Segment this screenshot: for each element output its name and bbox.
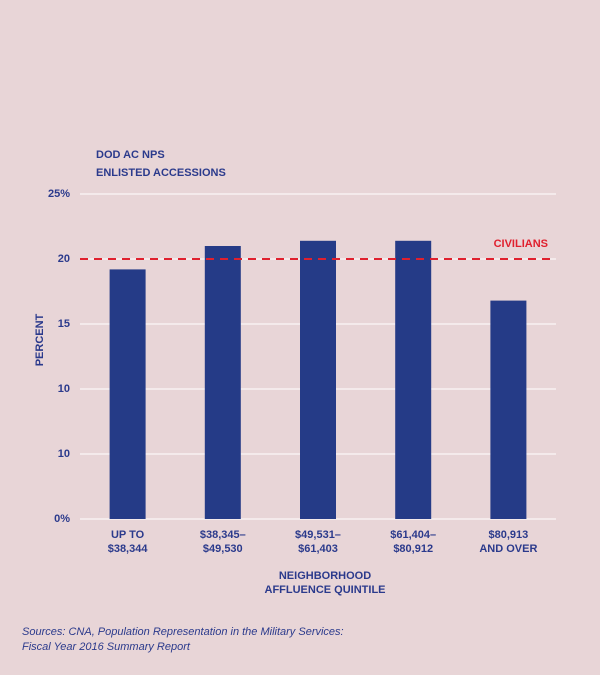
y-tick-label: 10: [58, 448, 70, 460]
y-tick-label: 15: [58, 318, 70, 330]
chart-title: DOD AC NPS: [96, 149, 165, 161]
x-tick-label: $61,404–: [390, 529, 436, 541]
x-axis-label: AFFLUENCE QUINTILE: [265, 584, 386, 596]
x-tick-label: $80,912: [393, 543, 433, 555]
chart-title: ENLISTED ACCESSIONS: [96, 167, 226, 179]
source-note: Fiscal Year 2016 Summary Report: [22, 641, 191, 653]
bar: [109, 269, 146, 519]
x-tick-label: AND OVER: [479, 543, 537, 555]
x-tick-label: $80,913: [489, 529, 529, 541]
y-tick-label: 25%: [48, 188, 70, 200]
bar: [490, 300, 527, 519]
x-tick-label: $38,344: [108, 543, 149, 555]
bar: [204, 246, 241, 519]
x-axis-label: NEIGHBORHOOD: [279, 570, 371, 582]
y-tick-label: 0%: [54, 513, 70, 525]
x-tick-label: $61,403: [298, 543, 338, 555]
x-tick-label: $38,345–: [200, 529, 246, 541]
y-tick-label: 20: [58, 253, 70, 265]
x-tick-label: $49,531–: [295, 529, 341, 541]
source-note: Sources: CNA, Population Representation …: [22, 626, 344, 638]
reference-label: CIVILIANS: [494, 238, 548, 250]
x-tick-label: UP TO: [111, 529, 145, 541]
bar: [395, 240, 432, 520]
bar: [300, 240, 336, 520]
x-tick-label: $49,530: [203, 543, 243, 555]
y-axis-label: PERCENT: [34, 313, 46, 366]
y-tick-label: 10: [58, 383, 70, 395]
